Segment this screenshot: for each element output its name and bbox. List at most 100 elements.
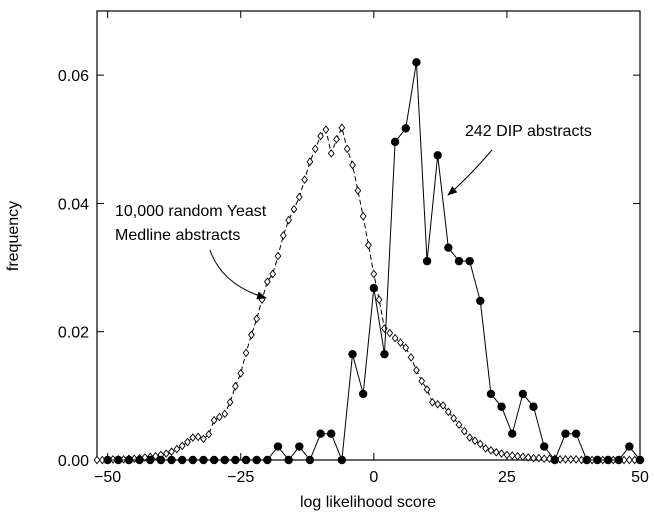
data-point (337, 455, 347, 465)
data-point (103, 455, 112, 465)
data-point (241, 455, 251, 465)
data-point (284, 455, 293, 465)
data-point (524, 453, 532, 462)
data-point (317, 131, 324, 141)
series-line (107, 62, 641, 461)
x-tick-label: −25 (227, 469, 254, 486)
annotation-random-abstracts: 10,000 random Yeast Medline abstracts (115, 203, 267, 300)
data-point (200, 434, 207, 444)
data-point (210, 415, 218, 425)
data-point (216, 412, 223, 422)
y-axis-label: frequency (5, 201, 22, 271)
data-point (407, 353, 415, 362)
data-point (386, 328, 394, 338)
data-point (316, 429, 325, 438)
data-point (466, 433, 474, 442)
data-point (253, 314, 261, 324)
data-point (369, 283, 379, 293)
data-point (173, 444, 181, 454)
data-point (492, 447, 500, 457)
data-point (375, 295, 383, 304)
data-point (237, 369, 245, 378)
data-point (370, 269, 378, 279)
data-point (114, 455, 123, 465)
data-point (397, 338, 404, 347)
data-point (486, 389, 496, 399)
data-point (539, 442, 549, 451)
data-point (529, 402, 538, 411)
data-point (562, 455, 569, 464)
data-point (508, 451, 516, 460)
data-point (231, 455, 240, 465)
data-point (540, 454, 548, 464)
x-tick-label: 50 (631, 469, 649, 486)
data-point (413, 365, 420, 375)
data-point (434, 399, 442, 409)
x-axis-label: log likelihood score (300, 494, 436, 511)
data-point (199, 455, 208, 465)
data-point (444, 243, 453, 252)
x-tick-label: −50 (94, 469, 121, 486)
series-dip-abstracts (103, 58, 645, 465)
data-point (455, 420, 463, 430)
data-point (635, 455, 645, 465)
data-point (454, 256, 464, 266)
data-point (327, 149, 335, 158)
data-point (423, 385, 431, 394)
data-point (391, 333, 399, 343)
data-point (252, 455, 261, 465)
series-line (97, 126, 640, 461)
data-point (220, 455, 229, 465)
data-point (561, 429, 570, 438)
data-point (444, 407, 452, 417)
data-point (519, 452, 527, 462)
data-point (546, 454, 553, 464)
data-point (306, 157, 314, 167)
data-point (269, 269, 277, 279)
series-random-abstracts (93, 123, 644, 465)
data-point (401, 124, 410, 133)
data-point (571, 429, 581, 438)
data-point (146, 455, 155, 465)
data-point (593, 455, 602, 465)
annotation-dip-abstracts-text: 242 DIP abstracts (465, 123, 592, 140)
data-point (194, 432, 202, 442)
data-point (433, 151, 442, 160)
data-point (135, 455, 144, 465)
data-point (285, 215, 293, 225)
y-tick-label: 0.04 (58, 196, 89, 213)
data-point (497, 402, 506, 411)
data-point (274, 251, 282, 261)
data-point (93, 455, 101, 465)
data-point (498, 449, 505, 458)
annotation-dip-abstracts-arrow (447, 149, 493, 196)
annotation-dip-abstracts: 242 DIP abstracts (447, 123, 592, 196)
data-point (508, 429, 517, 438)
data-point (460, 426, 468, 436)
data-point (465, 256, 474, 266)
data-point (178, 441, 186, 451)
data-point (518, 389, 528, 399)
data-point (343, 144, 351, 154)
data-point (614, 455, 623, 465)
annotation-random-abstracts-line-2: Medline abstracts (115, 227, 240, 244)
y-tick-label: 0.00 (58, 453, 89, 470)
data-point (226, 397, 234, 407)
data-point (263, 455, 272, 465)
data-point (487, 446, 495, 455)
data-point (322, 125, 330, 134)
data-point (603, 455, 613, 465)
data-point (349, 160, 356, 170)
data-point (354, 186, 362, 195)
data-point (380, 349, 389, 359)
data-point (418, 376, 426, 386)
data-point (503, 450, 511, 460)
data-point (177, 455, 187, 465)
data-point (358, 389, 368, 399)
annotation-random-abstracts-line-1: 10,000 random Yeast (115, 203, 267, 220)
data-point (189, 433, 197, 442)
data-point (476, 296, 485, 306)
data-point (625, 442, 634, 451)
data-point (263, 277, 271, 287)
